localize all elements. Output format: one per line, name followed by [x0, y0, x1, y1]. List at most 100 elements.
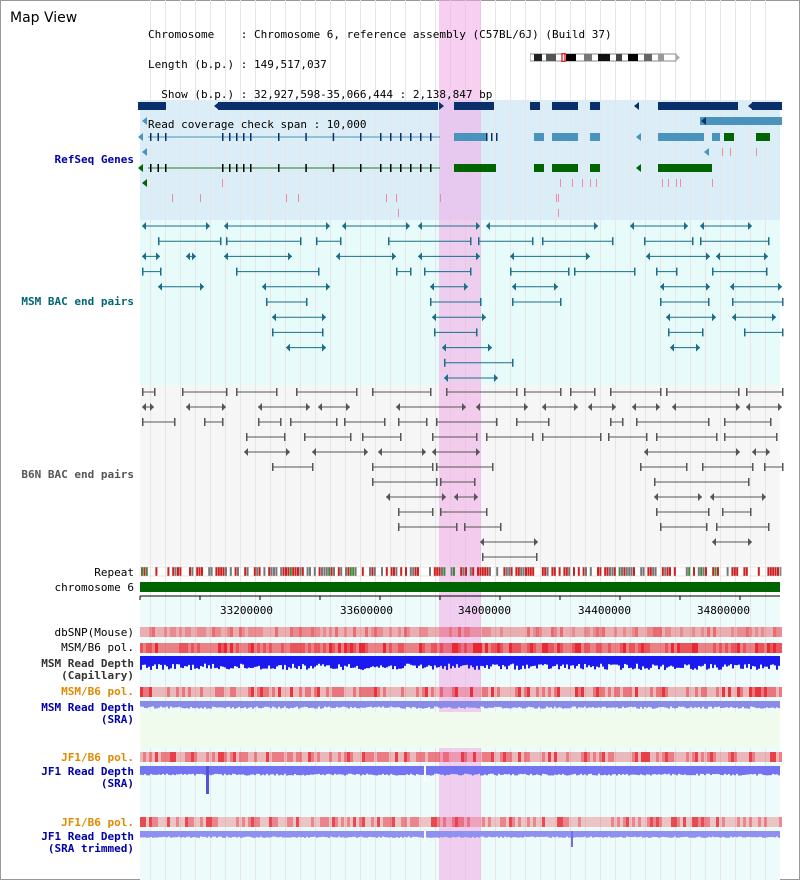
heat-cell: [683, 752, 686, 762]
heat-cell: [176, 687, 179, 697]
heat-cell: [620, 643, 623, 653]
depth-bar: [508, 766, 510, 775]
heat-cell: [518, 817, 521, 827]
repeat-segment: [460, 567, 463, 576]
heat-cell: [707, 643, 710, 653]
heat-cell: [185, 817, 188, 827]
depth-bar: [168, 701, 170, 709]
repeat-segment: [145, 567, 148, 576]
label-b6n-bac[interactable]: B6N BAC end pairs: [21, 468, 134, 481]
depth-bar: [294, 656, 296, 668]
depth-bar: [516, 656, 518, 666]
bac-end-marker: [746, 388, 748, 396]
heat-cell: [557, 627, 560, 637]
depth-bar: [170, 701, 172, 707]
depth-bar: [538, 656, 540, 665]
bac-end-marker: [708, 298, 710, 306]
bac-end-marker: [532, 433, 534, 441]
heat-cell: [737, 643, 740, 653]
heat-cell: [425, 752, 428, 762]
heat-cell: [230, 687, 233, 697]
bac-end-marker: [356, 388, 358, 396]
heat-cell: [506, 627, 509, 637]
heat-cell: [479, 627, 482, 637]
depth-bar: [524, 766, 526, 774]
depth-bar: [760, 656, 762, 665]
depth-bar: [582, 656, 584, 670]
repeat-segment: [253, 567, 256, 576]
depth-bar: [396, 766, 398, 776]
strand-arrow: [138, 102, 143, 110]
heat-cell: [758, 817, 761, 827]
heat-cell: [494, 817, 497, 827]
repeat-segment: [503, 567, 506, 576]
bac-end-marker: [716, 252, 720, 261]
depth-bar: [504, 766, 506, 775]
heat-cell: [512, 643, 515, 653]
heat-cell: [482, 687, 485, 697]
heat-cell: [623, 627, 626, 637]
gene-exon-block: [752, 102, 782, 110]
depth-bar: [568, 656, 570, 670]
heat-cell: [506, 687, 509, 697]
depth-bar: [546, 656, 548, 665]
repeat-segment: [769, 567, 772, 576]
heat-cell: [671, 627, 674, 637]
depth-bar: [524, 656, 526, 669]
heat-cell: [260, 643, 263, 653]
depth-bar: [182, 656, 184, 669]
depth-bar: [762, 831, 764, 838]
heat-cell: [359, 817, 362, 827]
depth-bar: [624, 766, 626, 775]
depth-bar: [518, 656, 520, 670]
heat-cell: [314, 643, 317, 653]
depth-bar: [326, 766, 328, 775]
heat-cell: [239, 752, 242, 762]
heat-cell: [329, 687, 332, 697]
heat-cell: [356, 627, 359, 637]
heat-cell: [290, 752, 293, 762]
depth-bar: [496, 766, 498, 776]
depth-bar: [512, 656, 514, 664]
depth-bar: [200, 656, 202, 667]
bac-end-marker: [150, 403, 154, 411]
heat-cell: [716, 687, 719, 697]
depth-bar: [180, 656, 182, 668]
chromosome-ideogram[interactable]: [530, 53, 680, 62]
label-msm-bac[interactable]: MSM BAC end pairs: [21, 295, 134, 308]
heat-cell: [329, 752, 332, 762]
depth-bar: [530, 831, 532, 837]
depth-bar: [194, 766, 196, 776]
bac-end-marker: [542, 433, 544, 441]
depth-bar: [366, 656, 368, 669]
heat-cell: [359, 687, 362, 697]
heat-cell: [209, 643, 212, 653]
bac-end-marker: [660, 388, 662, 396]
depth-bar: [272, 656, 274, 669]
depth-bar: [348, 701, 350, 709]
heat-cell: [749, 687, 752, 697]
heat-cell: [227, 817, 230, 827]
depth-bar: [710, 766, 712, 776]
depth-bar: [674, 701, 676, 709]
heat-cell: [650, 643, 653, 653]
depth-bar: [542, 656, 544, 666]
depth-bar: [650, 831, 652, 838]
heat-cell: [737, 752, 740, 762]
depth-bar: [524, 701, 526, 709]
depth-bar: [202, 831, 204, 837]
depth-bar: [346, 701, 348, 708]
heat-cell: [218, 627, 221, 637]
label-refseq-genes[interactable]: RefSeq Genes: [54, 153, 134, 166]
depth-bar: [152, 701, 154, 707]
depth-bar: [598, 766, 600, 774]
depth-bar: [194, 656, 196, 669]
depth-bar: [382, 701, 384, 707]
heat-cell: [269, 752, 272, 762]
heat-cell: [221, 752, 224, 762]
depth-bar: [294, 701, 296, 708]
bac-end-marker: [736, 403, 740, 411]
depth-bar: [146, 656, 148, 668]
heat-cell: [581, 627, 584, 637]
